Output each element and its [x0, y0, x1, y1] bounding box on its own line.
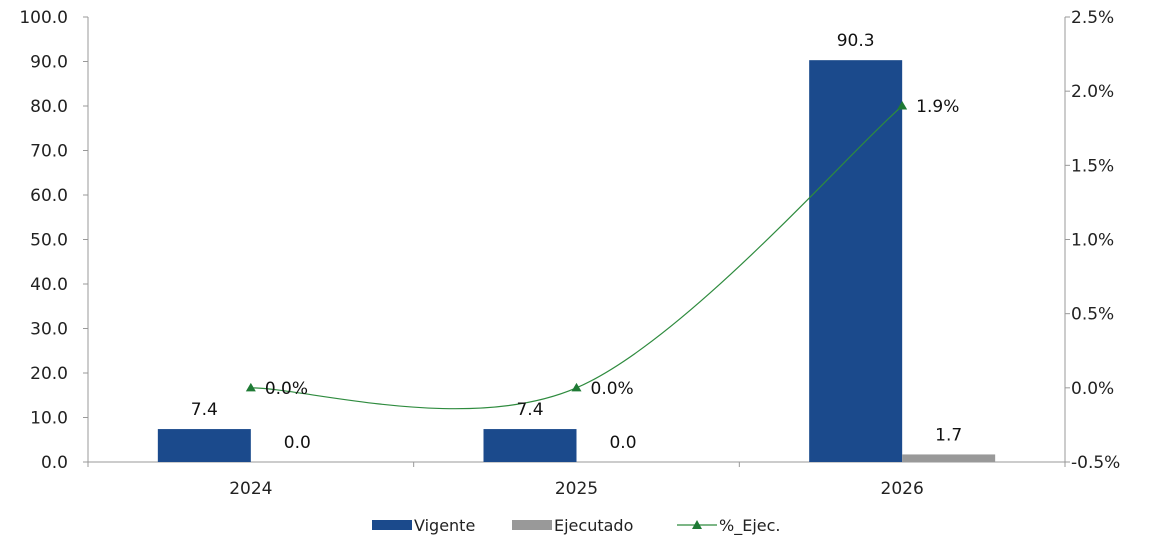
legend-swatch	[372, 520, 412, 530]
y-right-tick-label: 2.5%	[1071, 8, 1114, 28]
y-right-tick-label: 1.5%	[1071, 156, 1114, 176]
x-tick-label: 2025	[555, 479, 598, 499]
bar-data-label: 90.3	[837, 31, 875, 51]
bar-vigente	[157, 429, 251, 462]
legend-label: Ejecutado	[554, 516, 633, 535]
bar-vigente	[483, 429, 577, 462]
x-tick-label: 2024	[229, 479, 272, 499]
legend-swatch	[512, 520, 552, 530]
line-point-marker	[245, 382, 256, 392]
line-data-label: 0.0%	[591, 379, 634, 399]
bar-data-label: 0.0	[609, 433, 636, 453]
y-left-tick-label: 30.0	[30, 320, 68, 340]
line-point-marker	[571, 382, 582, 392]
line-series-ejec	[250, 105, 903, 410]
y-left-tick-label: 0.0	[41, 453, 68, 473]
y-left-tick-label: 50.0	[30, 231, 68, 251]
legend-label: %_Ejec.	[719, 516, 780, 536]
line-data-label: 0.0%	[265, 379, 308, 399]
y-left-tick-label: 70.0	[30, 142, 68, 162]
y-left-tick-label: 100.0	[19, 8, 68, 28]
bar-data-label: 7.4	[191, 400, 218, 420]
bar-data-label: 0.0	[284, 433, 311, 453]
bar-vigente	[809, 60, 903, 462]
y-left-tick-label: 40.0	[30, 275, 68, 295]
y-right-tick-label: 1.0%	[1071, 231, 1114, 251]
legend-label: Vigente	[414, 516, 475, 535]
y-left-tick-label: 90.0	[30, 53, 68, 73]
legend-marker	[692, 520, 702, 529]
y-right-tick-label: 2.0%	[1071, 82, 1114, 102]
line-point-marker	[897, 101, 908, 110]
y-right-tick-label: 0.5%	[1071, 305, 1114, 325]
x-tick-label: 2026	[881, 479, 924, 499]
bar-data-label: 7.4	[516, 400, 543, 420]
y-left-tick-label: 10.0	[30, 409, 68, 429]
bar-data-label: 1.7	[935, 425, 962, 445]
y-left-tick-label: 20.0	[30, 364, 68, 384]
line-data-label: 1.9%	[916, 97, 959, 117]
y-right-tick-label: -0.5%	[1071, 453, 1120, 473]
y-left-tick-label: 80.0	[30, 97, 68, 117]
bar-ejecutado	[902, 454, 996, 462]
y-left-tick-label: 60.0	[30, 186, 68, 206]
y-right-tick-label: 0.0%	[1071, 379, 1114, 399]
